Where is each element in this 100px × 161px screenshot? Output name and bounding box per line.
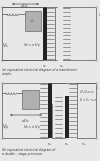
Bar [43, 7, 47, 60]
Text: (b) equivalent electrical diagram of: (b) equivalent electrical diagram of [2, 148, 55, 152]
Text: $dU_s$: $dU_s$ [22, 117, 30, 125]
Text: $n_1$: $n_1$ [42, 63, 48, 70]
Text: v': v' [31, 19, 35, 23]
Bar [48, 83, 52, 138]
Text: (a) equivalent electrical diagram of a transformer: (a) equivalent electrical diagram of a t… [2, 68, 77, 72]
Text: $nV_s/V_p n_1 n_2$: $nV_s/V_p n_1 n_2$ [79, 89, 96, 95]
Text: $V_s = nV_p$: $V_s = nV_p$ [23, 123, 41, 133]
Text: $n_3$: $n_3$ [81, 141, 87, 148]
Text: $V_s = V_p \cdot n_2 n_3$: $V_s = V_p \cdot n_2 n_3$ [79, 97, 98, 104]
Text: i: i [97, 86, 98, 90]
Text: $V_s$: $V_s$ [2, 42, 10, 50]
Bar [25, 11, 41, 31]
Bar [65, 96, 69, 138]
Text: a double - stage processor: a double - stage processor [2, 152, 42, 156]
Text: $dU_s$: $dU_s$ [20, 3, 30, 10]
Text: $V_s = V_p \cdot n_1 n_2$: $V_s = V_p \cdot n_1 n_2$ [98, 12, 100, 19]
Text: $V_s = nV_p$: $V_s = nV_p$ [23, 42, 41, 50]
Text: $n_1$: $n_1$ [47, 141, 53, 148]
Text: $n_2$: $n_2$ [64, 141, 70, 148]
Text: simple.: simple. [2, 71, 13, 76]
Text: $V_p$: $V_p$ [2, 123, 10, 133]
Text: $n_2$: $n_2$ [59, 63, 65, 70]
Bar [22, 90, 39, 109]
